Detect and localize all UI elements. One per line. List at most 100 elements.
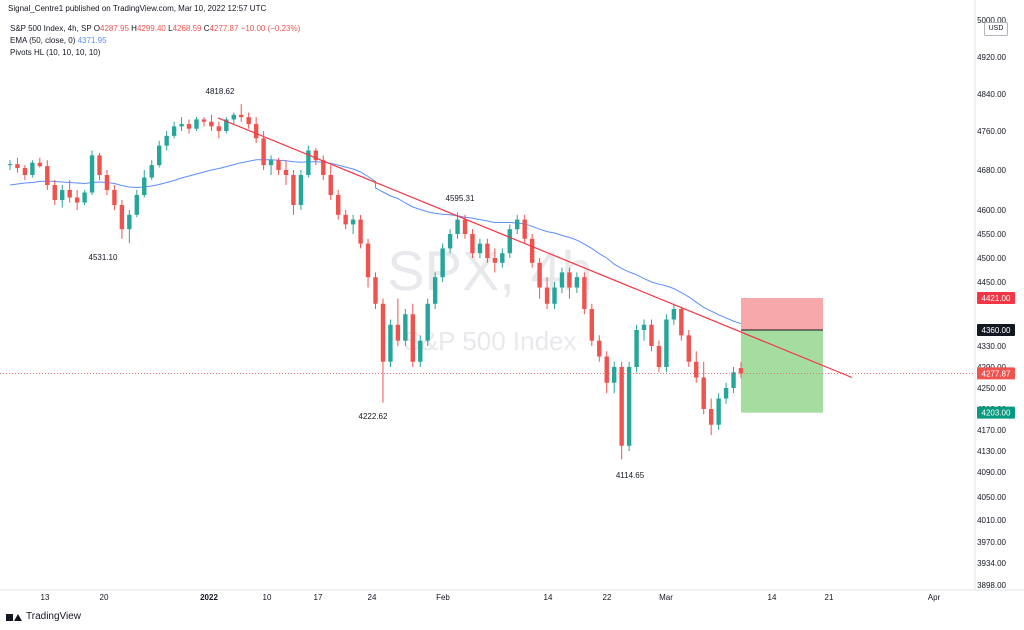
candle <box>425 298 430 346</box>
candle-body <box>45 166 50 185</box>
time-tick-label: 2022 <box>200 593 218 602</box>
candle <box>127 210 132 244</box>
candle <box>373 272 378 310</box>
legend-close: 4277.87 <box>209 24 239 33</box>
trendline[interactable] <box>217 117 853 379</box>
candle <box>365 238 371 288</box>
candle-body <box>515 219 520 230</box>
legend-pivots-label: Pivots HL (10, 10, 10, 10) <box>10 48 101 57</box>
candle-body <box>171 126 177 136</box>
candle-body <box>567 272 572 288</box>
candle <box>261 131 266 170</box>
candle <box>395 298 401 346</box>
take-profit-zone <box>741 330 823 413</box>
candle <box>231 112 236 125</box>
legend-open: 4287.95 <box>100 24 129 33</box>
candle-body <box>477 243 483 254</box>
candle-body <box>522 219 527 239</box>
candle <box>179 117 184 131</box>
currency-label[interactable]: USD <box>984 22 1008 36</box>
candle-body <box>328 175 333 195</box>
candle-body <box>410 314 415 362</box>
candle-body <box>22 168 28 175</box>
candle-body <box>89 155 95 193</box>
candle-body <box>485 243 490 258</box>
candle <box>171 121 177 139</box>
time-tick-label: 17 <box>314 593 323 602</box>
price-tick-label: 4330.00 <box>977 342 1006 351</box>
candle <box>156 140 162 168</box>
candle <box>291 170 296 215</box>
candle <box>574 272 580 294</box>
legend-low: 4268.59 <box>172 24 202 33</box>
candle <box>119 200 125 239</box>
candle <box>708 398 714 436</box>
candle <box>507 224 512 258</box>
candle <box>37 157 43 168</box>
candle-body <box>432 277 438 304</box>
candle <box>298 170 304 210</box>
ema-path <box>9 159 742 325</box>
candle <box>634 324 639 373</box>
footer-brand[interactable]: TradingView <box>6 611 81 622</box>
candle-body <box>224 119 229 131</box>
candle <box>440 243 445 282</box>
candle <box>611 361 617 394</box>
legend-o-label: O <box>93 24 101 33</box>
price-tick-label: 3934.00 <box>977 559 1006 568</box>
candle <box>89 150 95 195</box>
price-tick-label: 4680.00 <box>977 166 1006 175</box>
candle <box>500 248 505 268</box>
candle <box>649 319 654 352</box>
legend-symbol-row: S&P 500 Index, 4h, SP O4287.95 H4299.40 … <box>10 24 300 33</box>
position-zones[interactable] <box>741 298 823 413</box>
price-tick-label: 4600.00 <box>977 206 1006 215</box>
price-tags: 4421.00 4360.00 4277.87 4203.00 <box>977 292 1015 419</box>
candle-body <box>462 219 468 234</box>
candle-body <box>246 117 251 125</box>
price-tick-label: 4010.00 <box>977 516 1006 525</box>
candle-body <box>731 372 736 388</box>
candle <box>432 272 438 310</box>
candle <box>537 258 542 299</box>
candle <box>52 180 57 205</box>
candle <box>313 148 319 166</box>
candle-body <box>313 150 319 161</box>
candle <box>134 190 140 218</box>
price-tick-label: 4050.00 <box>977 493 1006 502</box>
price-axis[interactable]: 5000.00 4920.00 4840.00 4760.00 4680.00 4600.… <box>977 16 1006 590</box>
candle-body <box>82 192 87 203</box>
legend-h-label: H <box>131 24 137 33</box>
candle <box>246 112 251 129</box>
candle-body <box>7 164 13 166</box>
tradingview-logo-icon <box>6 612 22 622</box>
candle-body <box>671 309 677 320</box>
legend-high: 4299.40 <box>136 24 166 33</box>
candle-body <box>127 214 132 230</box>
pivot-label: 4531.10 <box>89 253 118 262</box>
candle-body <box>268 160 274 166</box>
candle-body <box>291 175 296 205</box>
legend-ema-row[interactable]: EMA (50, close, 0) 4371.95 <box>10 36 107 45</box>
candle-body <box>634 330 639 367</box>
candle-body <box>597 340 602 357</box>
candle <box>74 190 80 210</box>
candle-body <box>716 398 721 425</box>
candle <box>328 165 333 200</box>
pivot-label: 4595.31 <box>446 194 475 203</box>
price-tag-label: 4277.87 <box>982 369 1011 378</box>
candle <box>112 185 117 210</box>
candle <box>664 314 669 373</box>
candle <box>30 160 35 178</box>
candle-body <box>239 114 244 118</box>
candle-body <box>418 340 423 362</box>
candle-body <box>395 324 401 341</box>
time-axis[interactable]: 13 20 2022 10 17 24 Feb 14 22 Mar 14 21 Apr <box>41 593 941 602</box>
candle-body <box>619 367 624 446</box>
pivot-label: 4818.62 <box>206 87 235 96</box>
candle-body <box>604 356 609 383</box>
legend-pivots-row[interactable]: Pivots HL (10, 10, 10, 10) <box>10 48 100 57</box>
legend-ema-label: EMA (50, close, 0) <box>10 36 76 45</box>
price-tag-bg <box>977 367 1015 380</box>
